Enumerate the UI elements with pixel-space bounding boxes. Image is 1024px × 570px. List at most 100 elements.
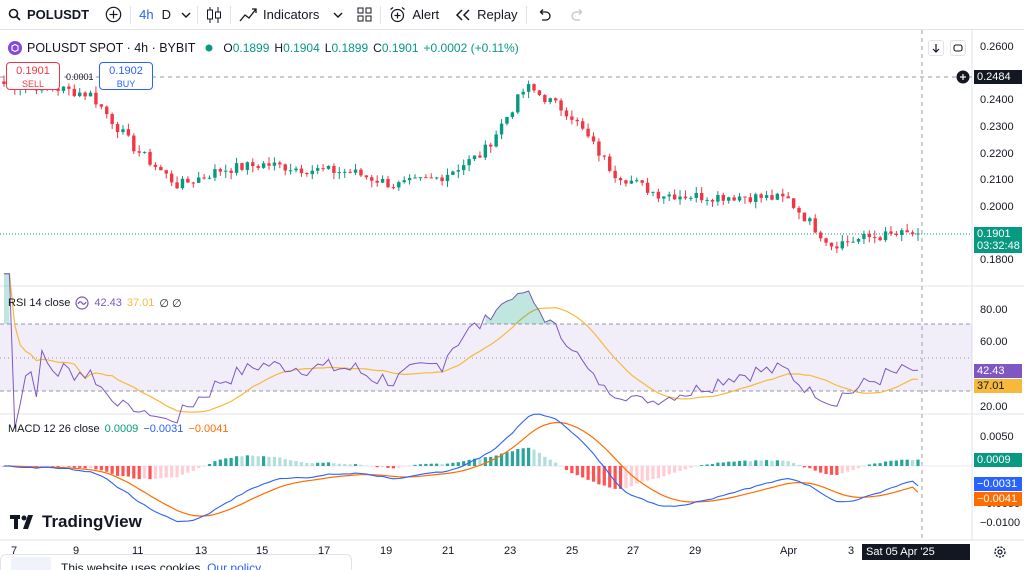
fullscreen-button[interactable] [950, 40, 966, 56]
macd-histogram-bar [170, 466, 174, 478]
redo-button[interactable] [561, 0, 595, 30]
candle-body [434, 177, 439, 179]
macd-histogram-bar [570, 466, 574, 474]
macd-histogram-bar [792, 463, 796, 466]
candle-body [781, 193, 785, 197]
candle-body [580, 121, 585, 129]
candle-body [294, 168, 298, 171]
replay-button[interactable]: Replay [447, 0, 525, 30]
buy-button[interactable]: 0.1902 BUY [99, 62, 153, 90]
candle-body [337, 172, 342, 174]
macd-histogram-bar [645, 466, 650, 481]
macd-histogram-bar [148, 466, 152, 480]
macd-histogram-bar [159, 466, 163, 479]
candle-body [315, 168, 320, 171]
macd-histogram-bar [99, 466, 103, 471]
cookie-banner: This website uses cookies. Our policy [0, 554, 352, 570]
interval-dropdown[interactable] [175, 0, 197, 30]
macd-histogram [2, 447, 920, 489]
candle-body [99, 104, 104, 107]
macd-tick: 0.0050 [980, 431, 1014, 443]
macd-histogram-bar [88, 466, 93, 468]
symbol-search-button[interactable]: POLUSDT [0, 0, 97, 30]
candle-body [224, 170, 228, 172]
macd-histogram-bar [532, 449, 536, 466]
macd-legend: MACD 12 26 close 0.0009 −0.0031 −0.0041 [8, 423, 228, 435]
alert-button[interactable]: Alert [381, 0, 447, 30]
macd-histogram-bar [694, 465, 698, 467]
candle-body [164, 170, 168, 174]
candle-body [110, 114, 114, 125]
macd-histogram-bar [126, 466, 130, 477]
macd-histogram-bar [894, 460, 898, 466]
macd-histogram-bar [521, 448, 525, 466]
sell-button[interactable]: 0.1901 SELL [6, 62, 60, 90]
candle-body [115, 124, 120, 133]
time-tick: 9 [73, 545, 80, 557]
cookie-policy-link[interactable]: Our policy [207, 561, 262, 570]
crosshair-time: 08:00 [876, 562, 904, 570]
macd-histogram-bar [743, 460, 747, 466]
macd-histogram-bar [175, 466, 179, 478]
chart-type-button[interactable] [198, 0, 230, 30]
search-icon [8, 8, 21, 21]
macd-histogram-value: 0.0009 [104, 423, 139, 435]
interval-d-button[interactable]: D [161, 7, 171, 22]
macd-histogram-bar [543, 456, 547, 466]
candle-body [564, 110, 569, 117]
add-alert-button[interactable] [956, 70, 970, 84]
indicators-label: Indicators [262, 7, 320, 22]
candle-body [553, 98, 558, 101]
tradingview-logo[interactable]: TradingView [10, 512, 142, 532]
candle-body [521, 91, 525, 95]
redo-icon [570, 8, 582, 21]
macd-histogram-bar [797, 464, 801, 466]
candle-body [651, 191, 655, 193]
candle-body [251, 162, 255, 167]
undo-button[interactable] [527, 0, 561, 30]
macd-histogram-bar [462, 461, 466, 466]
macd-histogram-bar [272, 456, 277, 466]
symbol-title: POLUSDT SPOT · 4h · BYBIT [27, 41, 196, 55]
candle-body [126, 129, 131, 136]
candle-body [288, 170, 293, 172]
ohlc-high: H0.1904 [274, 41, 320, 55]
macd-histogram-bar [748, 461, 752, 466]
macd-histogram-bar [445, 463, 450, 466]
crosshair-date-label: Sat 05 Apr '25 08:00 [862, 544, 970, 570]
grid-icon [357, 7, 372, 22]
macd-histogram-bar [391, 466, 395, 469]
candle-body [213, 169, 217, 178]
scroll-down-button[interactable] [928, 40, 944, 56]
indicators-dropdown[interactable] [327, 0, 349, 30]
candle-body [894, 233, 899, 235]
macd-histogram-bar [624, 466, 628, 489]
candle-body [153, 164, 158, 167]
compare-button[interactable] [97, 0, 130, 30]
ohlc-close: C0.1901 [373, 41, 419, 55]
candle-body [873, 237, 877, 239]
candle-body [234, 163, 239, 173]
candle-body [440, 177, 444, 182]
macd-histogram-bar [656, 466, 661, 479]
interval-4h-button[interactable]: 4h [139, 7, 154, 22]
macd-histogram-bar [121, 466, 125, 477]
gear-icon [994, 546, 1006, 558]
time-tick: 7 [11, 545, 18, 557]
macd-histogram-bar [683, 466, 688, 470]
settings-button[interactable] [993, 545, 1007, 564]
rsi-overbought-fill [4, 273, 556, 324]
candle-body [483, 144, 488, 158]
macd-histogram-bar [608, 466, 612, 488]
macd-histogram-bar [375, 466, 379, 468]
candle-body [727, 197, 731, 201]
candle-body [196, 177, 201, 183]
candle-body [862, 234, 866, 239]
indicators-button[interactable]: Indicators [231, 0, 327, 30]
layouts-button[interactable] [349, 0, 380, 30]
candle-body [353, 169, 358, 173]
macd-value-tag: −0.0031 [974, 477, 1022, 491]
candle-body [245, 162, 250, 170]
macd-histogram-bar [478, 458, 482, 466]
